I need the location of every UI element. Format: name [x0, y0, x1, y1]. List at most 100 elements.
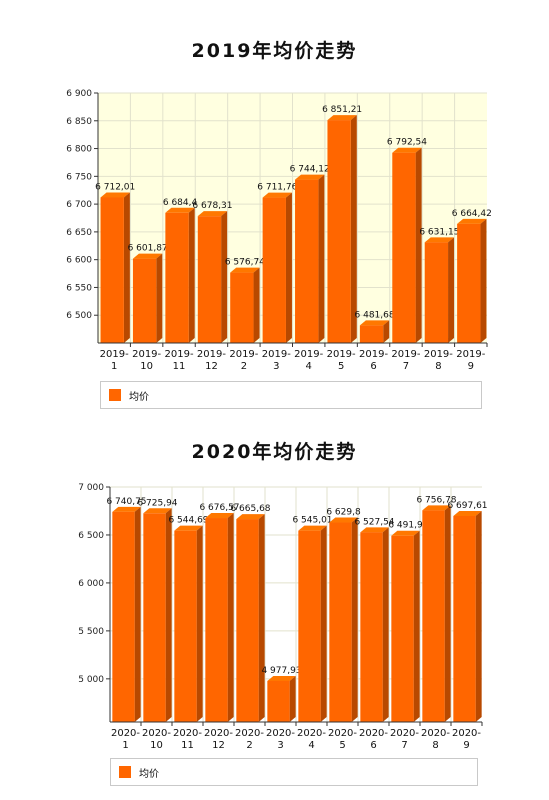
data-label: 6 481,68 — [355, 310, 395, 320]
bar-top — [174, 525, 203, 531]
data-label: 6 697,61 — [447, 501, 487, 511]
x-tick-label: 2019-11 — [165, 349, 194, 372]
bar — [143, 508, 172, 722]
x-tick-label: 2020-9 — [452, 728, 481, 751]
y-tick-label: 6 650 — [66, 228, 92, 238]
bar-top — [391, 530, 420, 536]
bar-side — [188, 207, 195, 343]
legend-label: 均价 — [129, 392, 149, 403]
bar-side — [253, 267, 260, 343]
data-label: 6 576,74 — [225, 258, 265, 268]
bar-side — [285, 192, 292, 343]
y-tick-label: 6 600 — [66, 256, 92, 266]
data-label: 6 631,15 — [419, 227, 459, 237]
x-tick-label: 2020-12 — [204, 728, 233, 751]
bar — [457, 218, 487, 343]
bar-side — [351, 517, 358, 722]
chart-title-2020: 2020年均价走势 — [191, 441, 358, 463]
x-tick-label: 2020-2 — [235, 728, 264, 751]
data-label: 6 491,9 — [388, 521, 423, 531]
x-tick-label: 2019-5 — [327, 349, 356, 372]
bar-side — [444, 505, 451, 722]
x-tick-label: 2020-5 — [328, 728, 357, 751]
bar-chart-2019: 6 500 6 550 6 600 6 650 6 700 6 750 6 800 6 850… — [66, 89, 492, 372]
bar-top — [236, 514, 265, 520]
bar-front — [359, 325, 384, 343]
bar-front — [295, 179, 319, 343]
bar — [165, 207, 195, 343]
bar-side — [258, 514, 265, 722]
bar-side — [383, 320, 390, 343]
bar — [100, 192, 130, 343]
x-tick-label: 2019-4 — [294, 349, 323, 372]
bar — [112, 506, 141, 722]
bar-side — [289, 675, 296, 722]
bar-front — [197, 216, 222, 343]
bar-side — [196, 525, 203, 722]
bar-top — [165, 207, 195, 213]
y-tick-label: 5 000 — [78, 675, 104, 685]
bar-top — [327, 115, 357, 121]
bar-top — [100, 192, 130, 198]
data-label: 6 676,57 — [199, 503, 239, 513]
y-tick-label: 6 500 — [66, 311, 92, 321]
bar — [298, 525, 327, 722]
bar-side — [475, 511, 482, 722]
x-tick-label: 2019-10 — [132, 349, 161, 372]
x-tick-label: 2020-6 — [359, 728, 388, 751]
data-label: 6 527,54 — [354, 517, 394, 527]
legend-label: 均价 — [139, 769, 159, 780]
y-tick-label: 6 900 — [66, 89, 92, 99]
y-tick-label: 6 500 — [78, 531, 104, 541]
data-label: 6 665,68 — [230, 504, 270, 514]
bar-side — [221, 211, 228, 343]
bar-side — [413, 530, 420, 722]
data-label: 6 744,12 — [290, 165, 330, 175]
y-tick-label: 6 750 — [66, 172, 92, 182]
x-tick-label: 2019-3 — [262, 349, 291, 372]
bar-front — [329, 522, 352, 722]
x-tick-label: 2019-1 — [100, 349, 129, 372]
y-tick-label: 5 500 — [78, 627, 104, 637]
bar-side — [350, 115, 357, 343]
legend-2019: 均价 — [100, 381, 482, 409]
bar-front — [132, 258, 157, 343]
bar-side — [480, 218, 487, 343]
bar-top — [422, 505, 451, 511]
bar-front — [453, 516, 476, 722]
y-tick-label: 6 000 — [78, 579, 104, 589]
bar-front — [391, 535, 414, 722]
bar — [174, 525, 203, 722]
y-tick-label: 6 850 — [66, 117, 92, 127]
bar-front — [422, 510, 445, 722]
bar-top — [112, 506, 141, 512]
bar — [360, 527, 389, 722]
bar-front — [100, 197, 124, 343]
bar — [295, 174, 325, 343]
bar — [236, 514, 265, 722]
data-label: 6 712,01 — [95, 182, 135, 192]
bar-side — [123, 192, 130, 343]
x-tick-label: 2019-7 — [391, 349, 420, 372]
bar-top — [298, 525, 327, 531]
data-label: 6 725,94 — [137, 498, 177, 508]
bar-side — [227, 513, 234, 722]
data-label: 6 544,69 — [168, 516, 208, 526]
bar-top — [360, 527, 389, 533]
x-tick-label: 2019-12 — [197, 349, 226, 372]
bar-front — [392, 152, 416, 343]
bar-top — [295, 174, 325, 180]
bar-front — [112, 511, 135, 722]
bar-top — [132, 253, 163, 259]
chart-title-2019: 2019年均价走势 — [191, 40, 358, 62]
bar-side — [318, 174, 325, 343]
bar-top — [424, 237, 455, 243]
bar-front — [230, 272, 254, 343]
bar-top — [457, 218, 487, 224]
bar-top — [329, 517, 358, 523]
data-label: 6 629,8 — [326, 508, 361, 518]
x-tick-label: 2020-11 — [173, 728, 202, 751]
legend-2020: 均价 — [110, 758, 478, 786]
x-tick-label: 2020-3 — [266, 728, 295, 751]
x-tick-label: 2019-8 — [424, 349, 453, 372]
